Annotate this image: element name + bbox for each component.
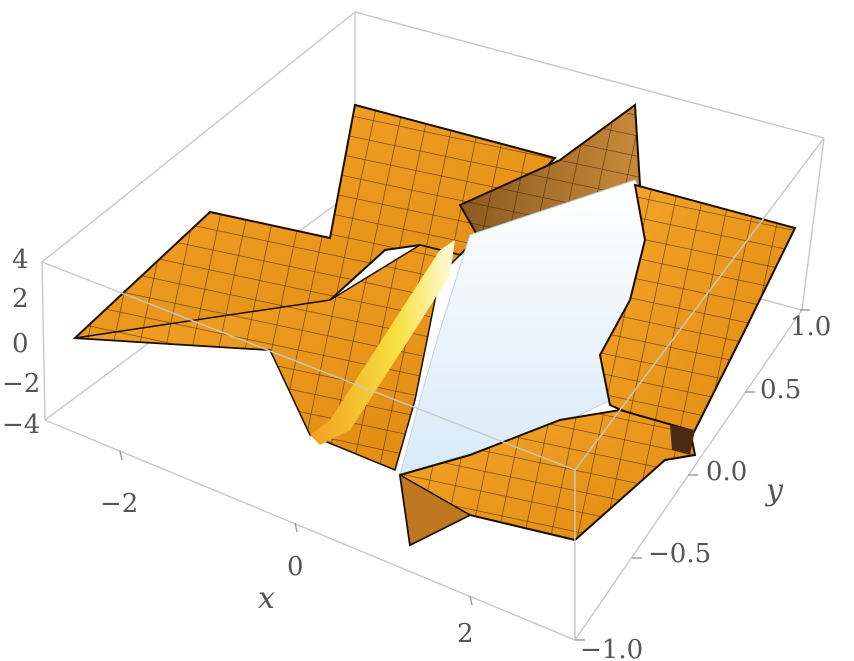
z-tick-label: −4: [2, 410, 40, 440]
y-axis-label: y: [764, 473, 784, 508]
x-tick-label: −2: [100, 489, 138, 519]
y-tick-label: 1.0: [790, 312, 831, 342]
surface-left-lower: [74, 244, 462, 472]
z-tick-label: 0: [12, 329, 29, 359]
surface-curl: [670, 425, 695, 455]
y-tick-label: −1.0: [580, 635, 643, 661]
surface: [72, 103, 797, 547]
y-tick-label: −0.5: [648, 539, 711, 569]
bounding-box-front: [41, 137, 825, 641]
z-tick-label: 4: [12, 245, 29, 275]
x-axis-label: x: [258, 581, 275, 616]
z-tick-label: 2: [12, 284, 29, 314]
z-tick-label: −2: [2, 369, 40, 399]
surface-front-fin: [399, 473, 472, 547]
x-tick-label: 0: [287, 552, 304, 582]
y-tick-label: 0.5: [760, 375, 801, 405]
surface-ridge-highlight: [310, 240, 455, 445]
y-tick-label: 0.0: [706, 457, 747, 487]
x-tick-label: 2: [457, 619, 474, 649]
tick-marks: [119, 309, 810, 641]
